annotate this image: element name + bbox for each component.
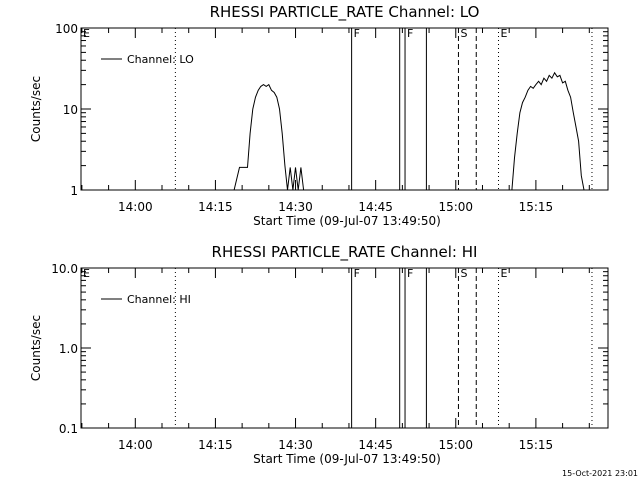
marker-label: E	[83, 267, 90, 280]
chart-title: RHESSI PARTICLE_RATE Channel: LO	[210, 3, 480, 22]
x-tick-label: 15:00	[438, 200, 473, 214]
x-tick-label: 15:00	[438, 438, 473, 452]
panel-lo: RHESSI PARTICLE_RATE Channel: LO 1 10 100 14…	[29, 3, 609, 228]
x-tick-label: 14:00	[118, 200, 153, 214]
plot-frame	[80, 267, 609, 429]
timestamp: 15-Oct-2021 23:01	[562, 469, 638, 478]
legend-label: Channel: LO	[127, 53, 194, 66]
marker-label: E	[501, 27, 508, 40]
x-axis-label: Start Time (09-Jul-07 13:49:50)	[253, 452, 441, 466]
y-tick-label: 1	[70, 184, 78, 198]
x-tick-label: 14:45	[358, 200, 393, 214]
y-axis-label: Counts/sec	[29, 315, 43, 381]
y-tick-label: 100	[55, 22, 78, 36]
x-tick-label: 14:15	[198, 200, 233, 214]
x-tick-label: 14:30	[278, 438, 313, 452]
panel-hi: RHESSI PARTICLE_RATE Channel: HI 0.1 1.0 10…	[29, 243, 609, 466]
marker-label: F	[407, 27, 413, 40]
chart-title: RHESSI PARTICLE_RATE Channel: HI	[212, 243, 478, 262]
y-tick-label: 0.1	[59, 422, 78, 436]
x-axis-label: Start Time (09-Jul-07 13:49:50)	[253, 214, 441, 228]
x-tick-label: 14:00	[118, 438, 153, 452]
legend-label: Channel: HI	[127, 293, 191, 306]
marker-label: S	[460, 27, 467, 40]
x-tick-label: 15:15	[519, 438, 554, 452]
y-tick-label: 10	[63, 103, 78, 117]
y-tick-label: 10.0	[51, 262, 78, 276]
marker-label: F	[407, 267, 413, 280]
x-tick-label: 14:15	[198, 438, 233, 452]
x-tick-label: 14:45	[358, 438, 393, 452]
y-tick-label: 1.0	[59, 342, 78, 356]
marker-label: S	[460, 267, 467, 280]
marker-label: F	[354, 27, 360, 40]
x-tick-label: 15:15	[519, 200, 554, 214]
marker-label: F	[354, 267, 360, 280]
series-line	[233, 71, 585, 191]
marker-label: E	[501, 267, 508, 280]
x-tick-label: 14:30	[278, 200, 313, 214]
marker-label: E	[83, 27, 90, 40]
y-axis-label: Counts/sec	[29, 76, 43, 142]
